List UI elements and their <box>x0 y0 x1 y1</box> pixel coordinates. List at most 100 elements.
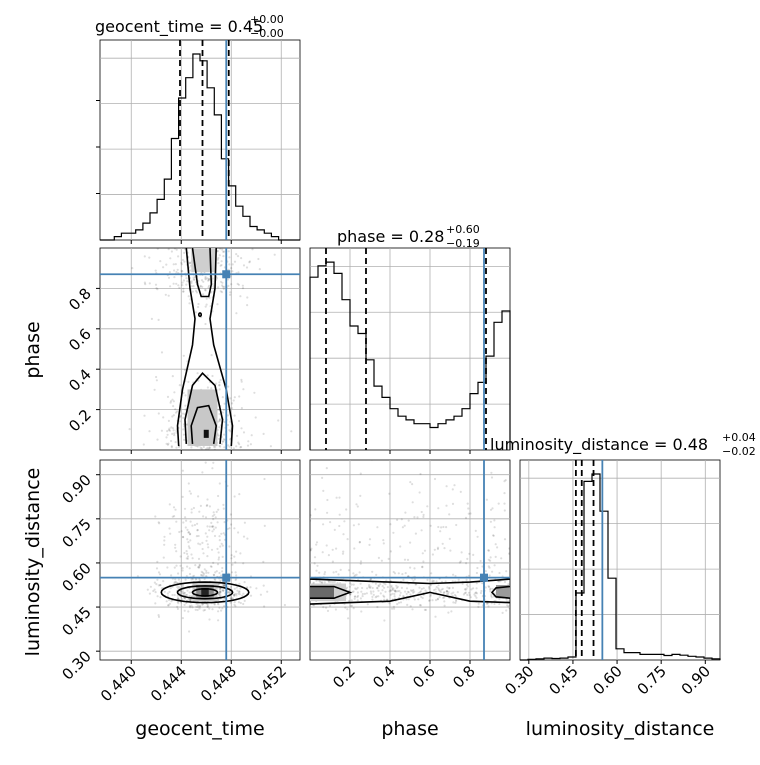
scatter-point <box>263 605 266 608</box>
x-tick-label: 0.90 <box>678 662 714 698</box>
scatter-point <box>170 439 173 443</box>
scatter-point <box>371 595 374 599</box>
scatter-point <box>159 584 162 587</box>
scatter-point <box>174 543 177 546</box>
scatter-point <box>194 564 197 567</box>
scatter-point <box>420 587 423 591</box>
scatter-point <box>384 583 387 586</box>
scatter-point <box>402 578 405 582</box>
scatter-point <box>186 538 189 541</box>
scatter-point <box>128 428 131 431</box>
scatter-point <box>383 598 386 601</box>
scatter-point <box>333 528 336 532</box>
scatter-point <box>246 296 249 299</box>
scatter-point <box>220 442 223 446</box>
scatter-point <box>464 588 467 591</box>
scatter-point <box>498 571 501 575</box>
scatter-point <box>383 595 386 598</box>
scatter-point <box>174 580 177 583</box>
scatter-point <box>194 311 197 314</box>
scatter-point <box>505 609 508 612</box>
scatter-point <box>185 283 188 286</box>
scatter-point <box>222 503 225 506</box>
scatter-point <box>192 276 195 279</box>
scatter-point <box>148 592 151 595</box>
scatter-point <box>249 586 252 589</box>
scatter-point <box>382 542 385 545</box>
scatter-point <box>228 591 231 595</box>
contour-lower <box>309 591 511 605</box>
scatter-point <box>186 552 189 556</box>
scatter-point <box>388 602 391 605</box>
scatter-point <box>352 572 355 575</box>
scatter-point <box>475 582 478 585</box>
scatter-point <box>218 593 221 596</box>
scatter-point <box>233 555 236 558</box>
scatter-point <box>456 591 459 594</box>
scatter-point <box>212 573 215 576</box>
scatter-point <box>497 580 501 583</box>
scatter-point <box>262 584 265 587</box>
scatter-point <box>385 598 389 601</box>
scatter-point <box>489 508 493 511</box>
scatter-point <box>404 572 407 575</box>
scatter-point <box>233 601 236 604</box>
scatter-point <box>182 536 185 539</box>
scatter-point <box>398 589 401 593</box>
scatter-point <box>382 539 385 542</box>
scatter-point <box>479 559 482 563</box>
scatter-point <box>220 542 223 545</box>
scatter-point <box>233 587 236 591</box>
scatter-point <box>497 502 500 505</box>
scatter-point <box>176 597 179 600</box>
scatter-point <box>221 440 224 443</box>
scatter-point <box>377 584 380 587</box>
scatter-point <box>178 286 181 289</box>
scatter-point <box>438 589 441 593</box>
scatter-point <box>475 596 478 599</box>
scatter-point <box>160 351 164 354</box>
scatter-point <box>454 574 457 578</box>
scatter-point <box>238 493 241 496</box>
scatter-point <box>475 571 478 575</box>
scatter-point <box>239 295 242 298</box>
scatter-point <box>228 263 231 266</box>
scatter-point <box>230 283 233 286</box>
scatter-point <box>503 502 506 505</box>
scatter-point <box>173 248 176 250</box>
scatter-point <box>202 552 205 555</box>
scatter-point <box>218 539 221 542</box>
scatter-point <box>366 603 369 606</box>
scatter-point <box>207 277 210 280</box>
scatter-point <box>372 593 375 597</box>
scatter-point <box>190 446 193 449</box>
scatter-point <box>441 587 444 591</box>
scatter-point <box>223 433 226 436</box>
scatter-point <box>182 290 185 293</box>
scatter-point <box>212 528 215 531</box>
scatter-point <box>181 535 185 539</box>
scatter-point <box>212 461 215 464</box>
scatter-point <box>437 507 440 510</box>
scatter-point <box>211 515 214 518</box>
scatter-point <box>310 549 312 552</box>
title-phase: phase = 0.28 <box>337 227 444 246</box>
scatter-point <box>462 593 465 596</box>
ylabel-phase: phase <box>22 321 44 378</box>
y-tick-label: 0.2 <box>65 406 95 436</box>
scatter-point <box>183 242 185 244</box>
scatter-point <box>231 263 234 266</box>
scatter-point <box>170 445 173 448</box>
scatter-point <box>394 589 397 592</box>
scatter-point <box>170 250 173 253</box>
scatter-point <box>201 574 204 577</box>
scatter-point <box>187 531 190 534</box>
scatter-point <box>221 411 224 414</box>
scatter-point <box>322 489 325 492</box>
x-tick-label: 0.6 <box>409 662 439 692</box>
scatter-point <box>233 594 236 598</box>
scatter-point <box>310 519 312 522</box>
scatter-point <box>203 608 206 612</box>
scatter-point <box>326 511 329 514</box>
scatter-point <box>365 592 368 595</box>
